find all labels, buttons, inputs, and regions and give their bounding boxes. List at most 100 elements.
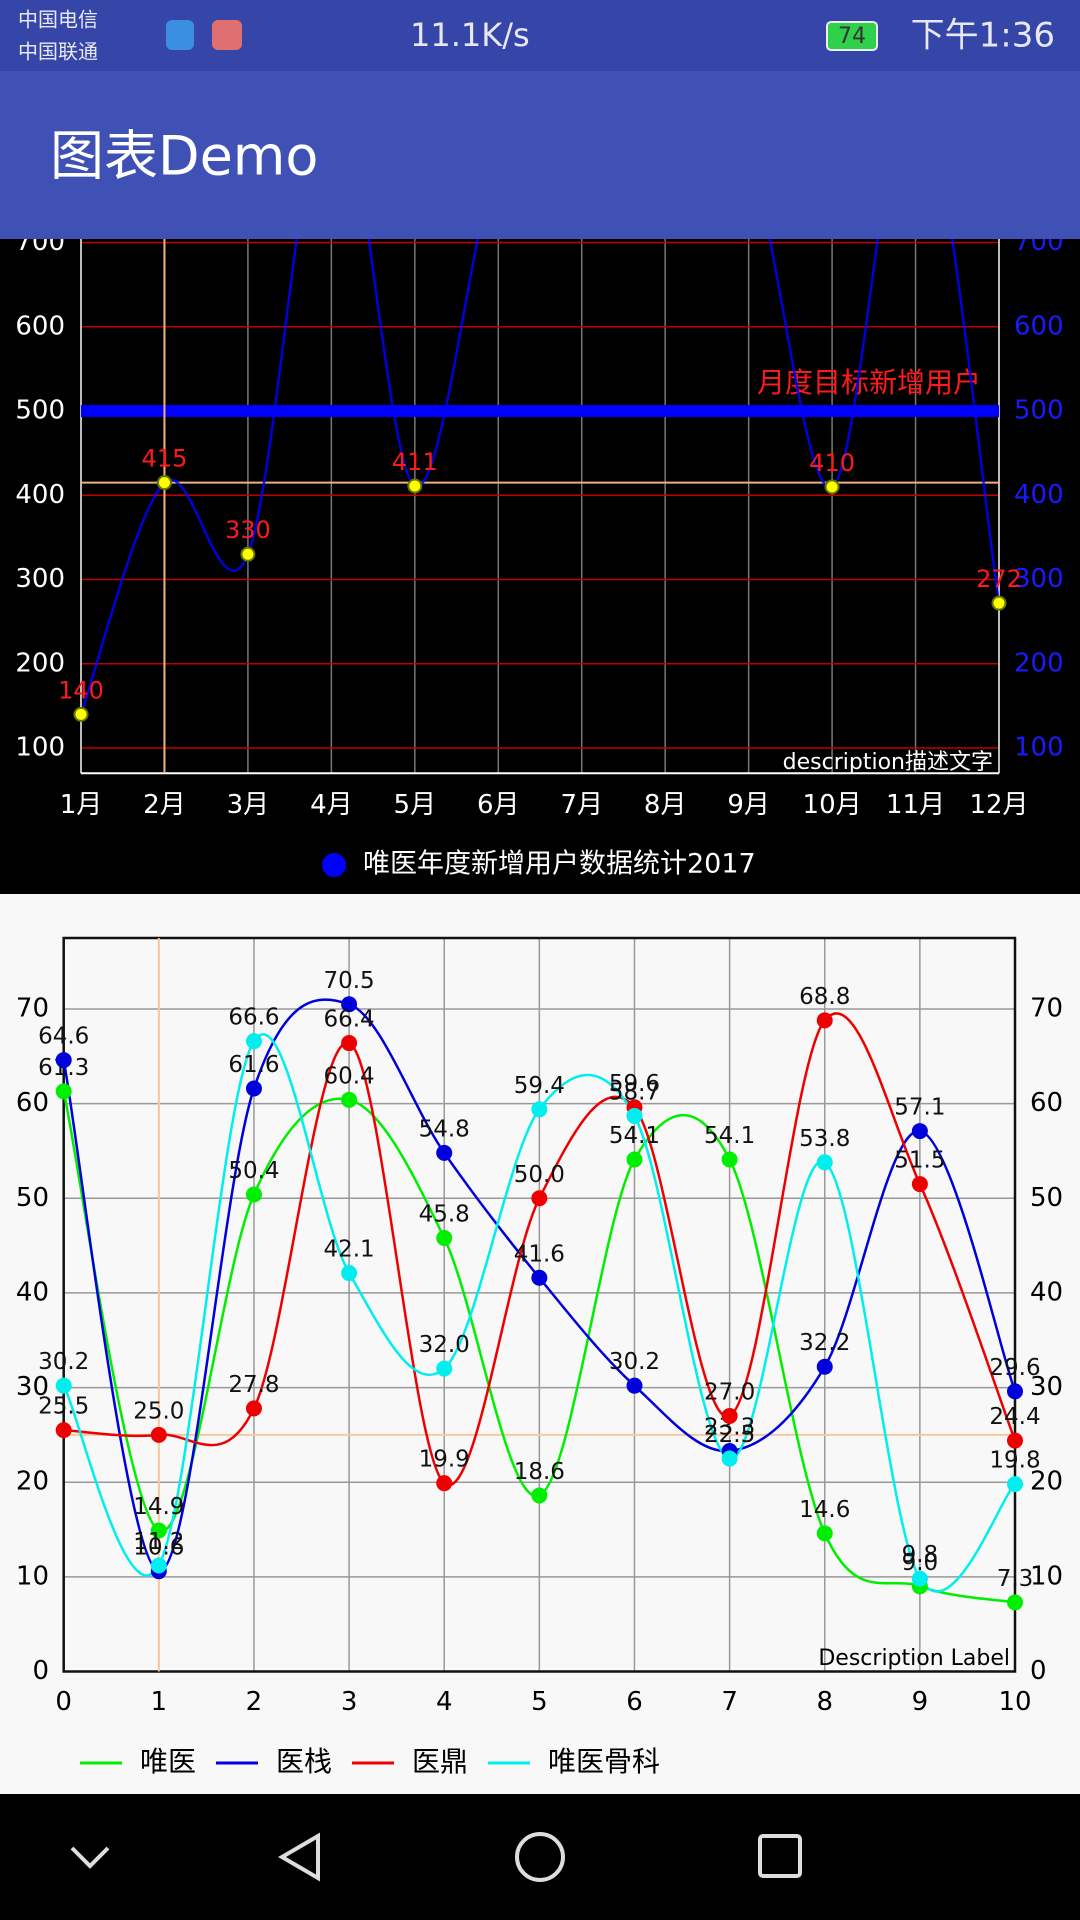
value-label: 30.2 [38,1349,89,1375]
series-line [62,1091,1016,1604]
data-point [150,1557,167,1574]
data-point [436,1230,453,1247]
y2-tick-label: 50 [1030,1183,1063,1213]
nav-hide[interactable] [70,1846,110,1869]
x-tick-label: 6月 [477,790,520,820]
y-tick-label: 400 [15,480,65,510]
x-tick-label: 9 [912,1687,929,1717]
value-label: 64.6 [38,1024,89,1050]
x-tick-label: 3 [341,1687,358,1717]
value-label: 54.8 [419,1116,470,1142]
value-label: 411 [392,448,438,476]
data-point [245,1186,262,1203]
x-tick-label: 5月 [394,790,437,820]
value-label: 22.5 [704,1422,755,1448]
x-tick-label: 7 [721,1687,738,1717]
x-tick-label: 7月 [560,790,603,820]
data-point [991,595,1007,611]
legend-label: 医鼎 [412,1745,468,1778]
data-point [531,1487,548,1504]
data-point [816,1154,833,1171]
y2-tick-label: 20 [1030,1467,1063,1497]
data-point [816,1525,833,1542]
y2-tick-label: 400 [1014,480,1064,510]
value-label: 18.6 [514,1459,565,1485]
data-point [721,1407,738,1424]
y-tick-label: 20 [16,1467,49,1497]
legend-label: 唯医年度新增用户数据统计2017 [363,849,756,880]
y-tick-label: 70 [16,993,49,1023]
x-tick-label: 4 [436,1687,453,1717]
y2-tick-label: 10 [1030,1561,1063,1591]
data-point [531,1269,548,1286]
value-label: 140 [58,676,104,704]
clock: 下午1:36 [911,16,1055,56]
data-point [816,1012,833,1029]
app-bar [0,71,1080,239]
net-speed: 11.1K/s [410,16,530,54]
legend-marker [322,853,346,877]
chart-background [0,239,1080,894]
value-label: 24.4 [989,1404,1040,1430]
nav-home[interactable] [515,1832,565,1882]
data-point [341,1091,358,1108]
legend-label: 唯医骨科 [548,1745,660,1778]
y-tick-label: 700 [15,227,65,257]
data-point [55,1083,72,1100]
value-label: 59.6 [609,1071,660,1097]
nav-back[interactable] [278,1832,320,1882]
value-label: 59.4 [514,1073,565,1099]
y2-tick-label: 30 [1030,1372,1063,1402]
y-tick-label: 60 [16,1088,49,1118]
description: Description Label [818,1646,1010,1671]
x-tick-label: 12月 [969,790,1028,820]
value-label: 54.1 [704,1123,755,1149]
x-tick-label: 4月 [310,790,353,820]
x-tick-label: 0 [55,1687,72,1717]
value-label: 61.6 [228,1052,279,1078]
value-label: 68.8 [799,984,850,1010]
y2-tick-label: 600 [1014,311,1064,341]
data-point [245,1400,262,1417]
y2-tick-label: 0 [1030,1656,1047,1686]
value-label: 41.6 [514,1241,565,1267]
data-point [911,1123,928,1140]
x-tick-label: 1月 [60,790,103,820]
data-point [240,546,256,562]
chart-top: 1月 2月 3月 4月 5月 6月 7月 8月 9月 10月 11月 12月 100 200 300 400 5… [15,227,1064,880]
x-tick-label: 11月 [886,790,945,820]
data-point [341,996,358,1013]
limit-label: 月度目标新增用户 [757,366,981,399]
data-point [626,1107,643,1124]
shield-icon [166,20,194,50]
app-icon [212,20,242,50]
x-tick-label: 1 [151,1687,168,1717]
x-tick-label: 10 [998,1687,1031,1717]
data-point [55,1052,72,1069]
y-tick-label: 300 [15,564,65,594]
y-tick-label: 50 [16,1183,49,1213]
series-line [62,998,1017,1573]
value-label: 53.8 [799,1126,850,1152]
x-tick-label: 10月 [803,790,862,820]
y-tick-label: 0 [32,1656,49,1686]
value-label: 58.7 [609,1079,660,1105]
data-point [1007,1383,1023,1400]
y2-tick-label: 200 [1014,648,1064,678]
data-point [531,1190,548,1207]
plot-frame [62,936,1017,1673]
data-point [73,706,89,722]
y2-tick-label: 40 [1030,1277,1063,1307]
data-point [816,1358,833,1375]
nav-recent[interactable] [758,1834,802,1878]
value-label: 45.8 [419,1202,470,1228]
y2-tick-label: 60 [1030,1088,1063,1118]
value-label: 57.1 [894,1095,945,1121]
y2-tick-label: 700 [1014,227,1064,257]
value-label: 410 [809,449,855,477]
value-label: 70.5 [323,968,374,994]
x-tick-label: 8月 [644,790,687,820]
value-label: 9.8 [902,1542,939,1568]
